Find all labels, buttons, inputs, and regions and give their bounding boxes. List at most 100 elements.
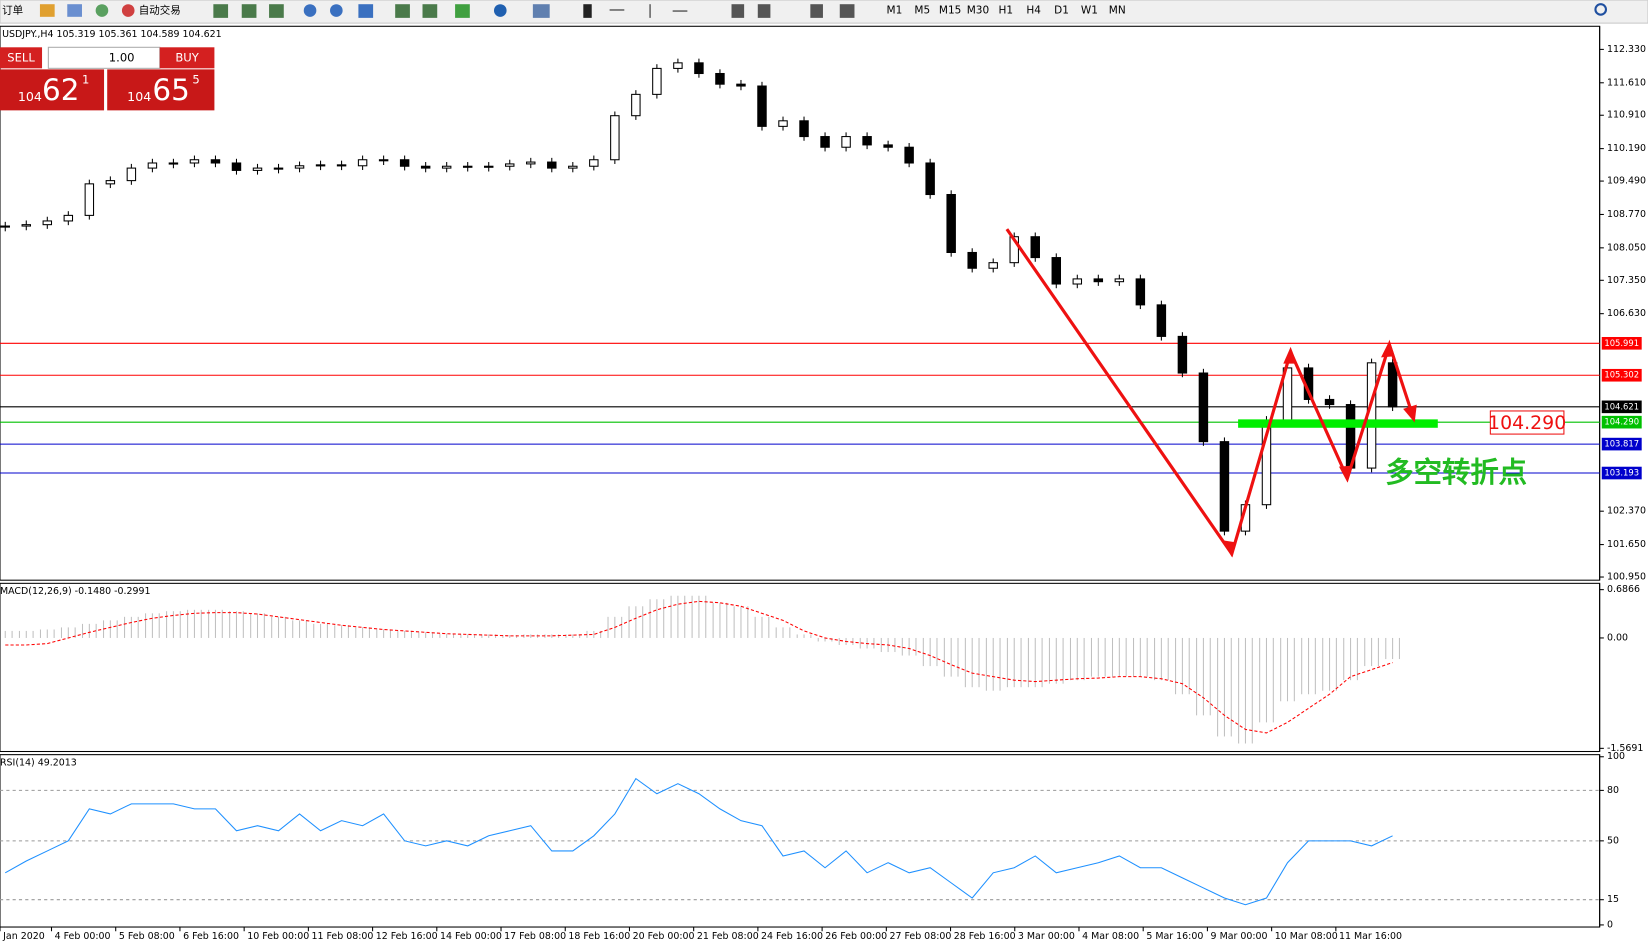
icon[interactable]: [95, 4, 109, 17]
candle: [904, 146, 914, 164]
lot-input[interactable]: [47, 46, 161, 69]
sell-label[interactable]: SELL: [7, 50, 35, 64]
icon[interactable]: [330, 4, 343, 17]
candle: [0, 225, 10, 228]
price-title: USDJPY.,H4 105.319 105.361 104.589 104.6…: [2, 29, 221, 40]
timeframe-button[interactable]: H4: [1026, 5, 1041, 17]
timeframe-button[interactable]: MN: [1109, 5, 1126, 17]
x-tick-label: 20 Feb 00:00: [633, 931, 695, 942]
icon[interactable]: [757, 4, 771, 18]
timeframe-button[interactable]: H1: [999, 5, 1014, 17]
arrowhead: [1283, 346, 1297, 364]
icon[interactable]: [493, 4, 507, 17]
level-label: 104.621: [1604, 401, 1639, 411]
icon[interactable]: [213, 4, 229, 18]
ask-prefix: 104: [127, 89, 151, 104]
timeframe-button[interactable]: M1: [887, 5, 903, 17]
icon[interactable]: [649, 4, 651, 18]
orders-button[interactable]: 订单: [2, 5, 23, 17]
arrowhead: [1381, 340, 1395, 358]
x-tick-label: 5 Mar 16:00: [1146, 931, 1203, 942]
level-tag: [1601, 400, 1642, 414]
candle: [1156, 304, 1167, 337]
y-tick-label: 80: [1607, 785, 1619, 796]
auto-trade-icon[interactable]: [121, 4, 135, 17]
ask-box[interactable]: [107, 69, 215, 111]
candle: [63, 214, 74, 222]
y-tick-label: 100.950: [1607, 572, 1646, 583]
timeframe-button[interactable]: M30: [967, 5, 989, 17]
icon[interactable]: [67, 4, 82, 17]
x-tick-label: 21 Feb 08:00: [697, 931, 759, 942]
sell-button[interactable]: [0, 47, 43, 69]
search-icon[interactable]: [1594, 3, 1608, 16]
rsi-line: [4, 777, 1393, 906]
y-tick-label: 111.610: [1607, 77, 1646, 88]
icon[interactable]: [269, 4, 284, 18]
timeframe-button[interactable]: D1: [1054, 5, 1069, 17]
x-tick-label: 14 Feb 00:00: [440, 931, 502, 942]
candle: [1219, 441, 1230, 532]
candle: [84, 183, 95, 216]
bid-box[interactable]: [0, 69, 105, 111]
candle: [505, 163, 515, 167]
candle: [568, 165, 578, 169]
level-label: 103.817: [1604, 439, 1639, 449]
arrowhead: [1339, 465, 1353, 483]
candle: [526, 161, 536, 165]
timeframe-button[interactable]: W1: [1081, 5, 1098, 17]
buy-button[interactable]: [159, 47, 215, 69]
level-callout: 104.290: [1488, 412, 1566, 434]
icon[interactable]: [422, 4, 438, 18]
x-tick-label: 4 Feb 00:00: [55, 931, 111, 942]
bid-pip: 1: [82, 72, 89, 86]
icon[interactable]: [303, 4, 317, 17]
icon[interactable]: [810, 4, 823, 18]
buy-label[interactable]: BUY: [175, 50, 199, 64]
auto-trading-button[interactable]: 自动交易: [139, 4, 181, 17]
icon[interactable]: [39, 4, 55, 17]
rsi-title: RSI(14) 49.2013: [0, 758, 77, 769]
icon[interactable]: [609, 9, 625, 11]
candle: [631, 93, 641, 117]
level-label: 103.193: [1604, 468, 1639, 478]
arrowhead: [1403, 404, 1417, 423]
x-tick-label: 11 Mar 16:00: [1339, 931, 1402, 942]
y-tick-label: 0: [1607, 919, 1613, 930]
icon[interactable]: [455, 4, 470, 18]
icon[interactable]: [358, 4, 374, 18]
candle: [273, 167, 284, 170]
candle: [1093, 278, 1104, 283]
candle: [778, 120, 788, 127]
toolbar: 订单 自动交易 M1 M5 M15 M30 H1 H4 D1 W1 MN: [0, 0, 1648, 24]
candle: [21, 224, 32, 227]
icon[interactable]: [672, 10, 688, 12]
y-tick-label: 102.370: [1607, 506, 1646, 517]
y-tick-label: 15: [1607, 894, 1619, 905]
candle: [1009, 236, 1019, 264]
icon[interactable]: [395, 4, 410, 18]
lot-value[interactable]: 1.00: [109, 50, 135, 64]
candle: [673, 62, 683, 69]
x-tick-label: 24 Feb 16:00: [761, 931, 823, 942]
macd-panel: [0, 582, 1601, 753]
icon[interactable]: [839, 4, 855, 18]
zigzag-arrow: [1005, 228, 1416, 558]
timeframe-button[interactable]: M5: [914, 5, 930, 17]
icon[interactable]: [583, 4, 592, 18]
x-tick-label: 6 Feb 16:00: [183, 931, 239, 942]
icon[interactable]: [731, 4, 745, 18]
y-tick-label: -1.5691: [1607, 743, 1643, 754]
icon[interactable]: [241, 4, 257, 18]
candle: [420, 165, 431, 169]
x-tick-label: 18 Feb 16:00: [568, 931, 630, 942]
y-tick-label: 108.050: [1607, 242, 1646, 253]
ask-big: 65: [152, 73, 189, 107]
icon[interactable]: [532, 4, 550, 18]
candle: [378, 159, 389, 162]
timeframe-button[interactable]: M15: [939, 5, 961, 17]
candle: [294, 165, 305, 169]
x-tick-label: 10 Feb 00:00: [247, 931, 309, 942]
candle: [1324, 398, 1335, 406]
candle: [589, 159, 599, 167]
